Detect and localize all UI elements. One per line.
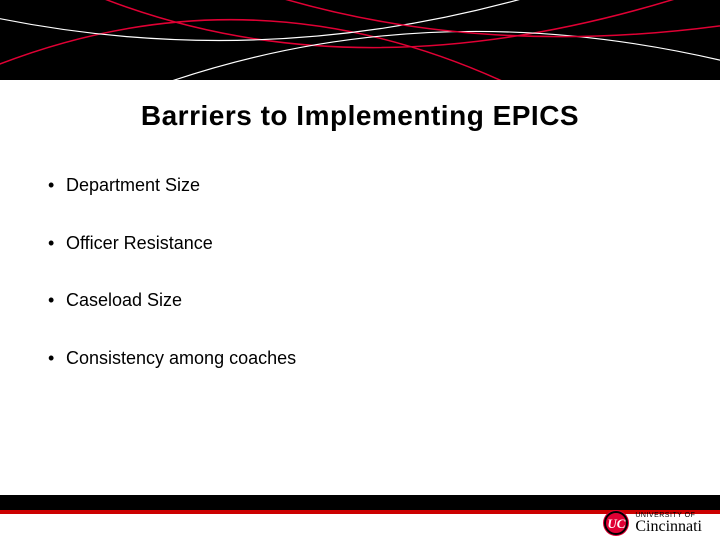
logo-mark-letters: UC [607,517,625,530]
bullet-text: Officer Resistance [66,233,213,255]
bullet-dot-icon: • [48,348,66,370]
bullet-dot-icon: • [48,290,66,312]
university-logo: UC UNIVERSITY OF Cincinnati [603,510,702,536]
bullet-dot-icon: • [48,175,66,197]
bullet-dot-icon: • [48,233,66,255]
bullet-list: • Department Size • Officer Resistance •… [48,175,648,405]
bullet-text: Consistency among coaches [66,348,296,370]
footer-band: UC UNIVERSITY OF Cincinnati [0,495,720,540]
logo-text: UNIVERSITY OF Cincinnati [635,512,702,535]
list-item: • Officer Resistance [48,233,648,255]
header-arcs-svg [0,0,720,80]
list-item: • Department Size [48,175,648,197]
footer-black-bar [0,495,720,510]
header-band [0,0,720,80]
logo-mark-icon: UC [603,510,629,536]
bullet-text: Department Size [66,175,200,197]
slide: Barriers to Implementing EPICS • Departm… [0,0,720,540]
list-item: • Caseload Size [48,290,648,312]
logo-line2: Cincinnati [635,519,702,535]
bullet-text: Caseload Size [66,290,182,312]
slide-title: Barriers to Implementing EPICS [0,100,720,132]
list-item: • Consistency among coaches [48,348,648,370]
